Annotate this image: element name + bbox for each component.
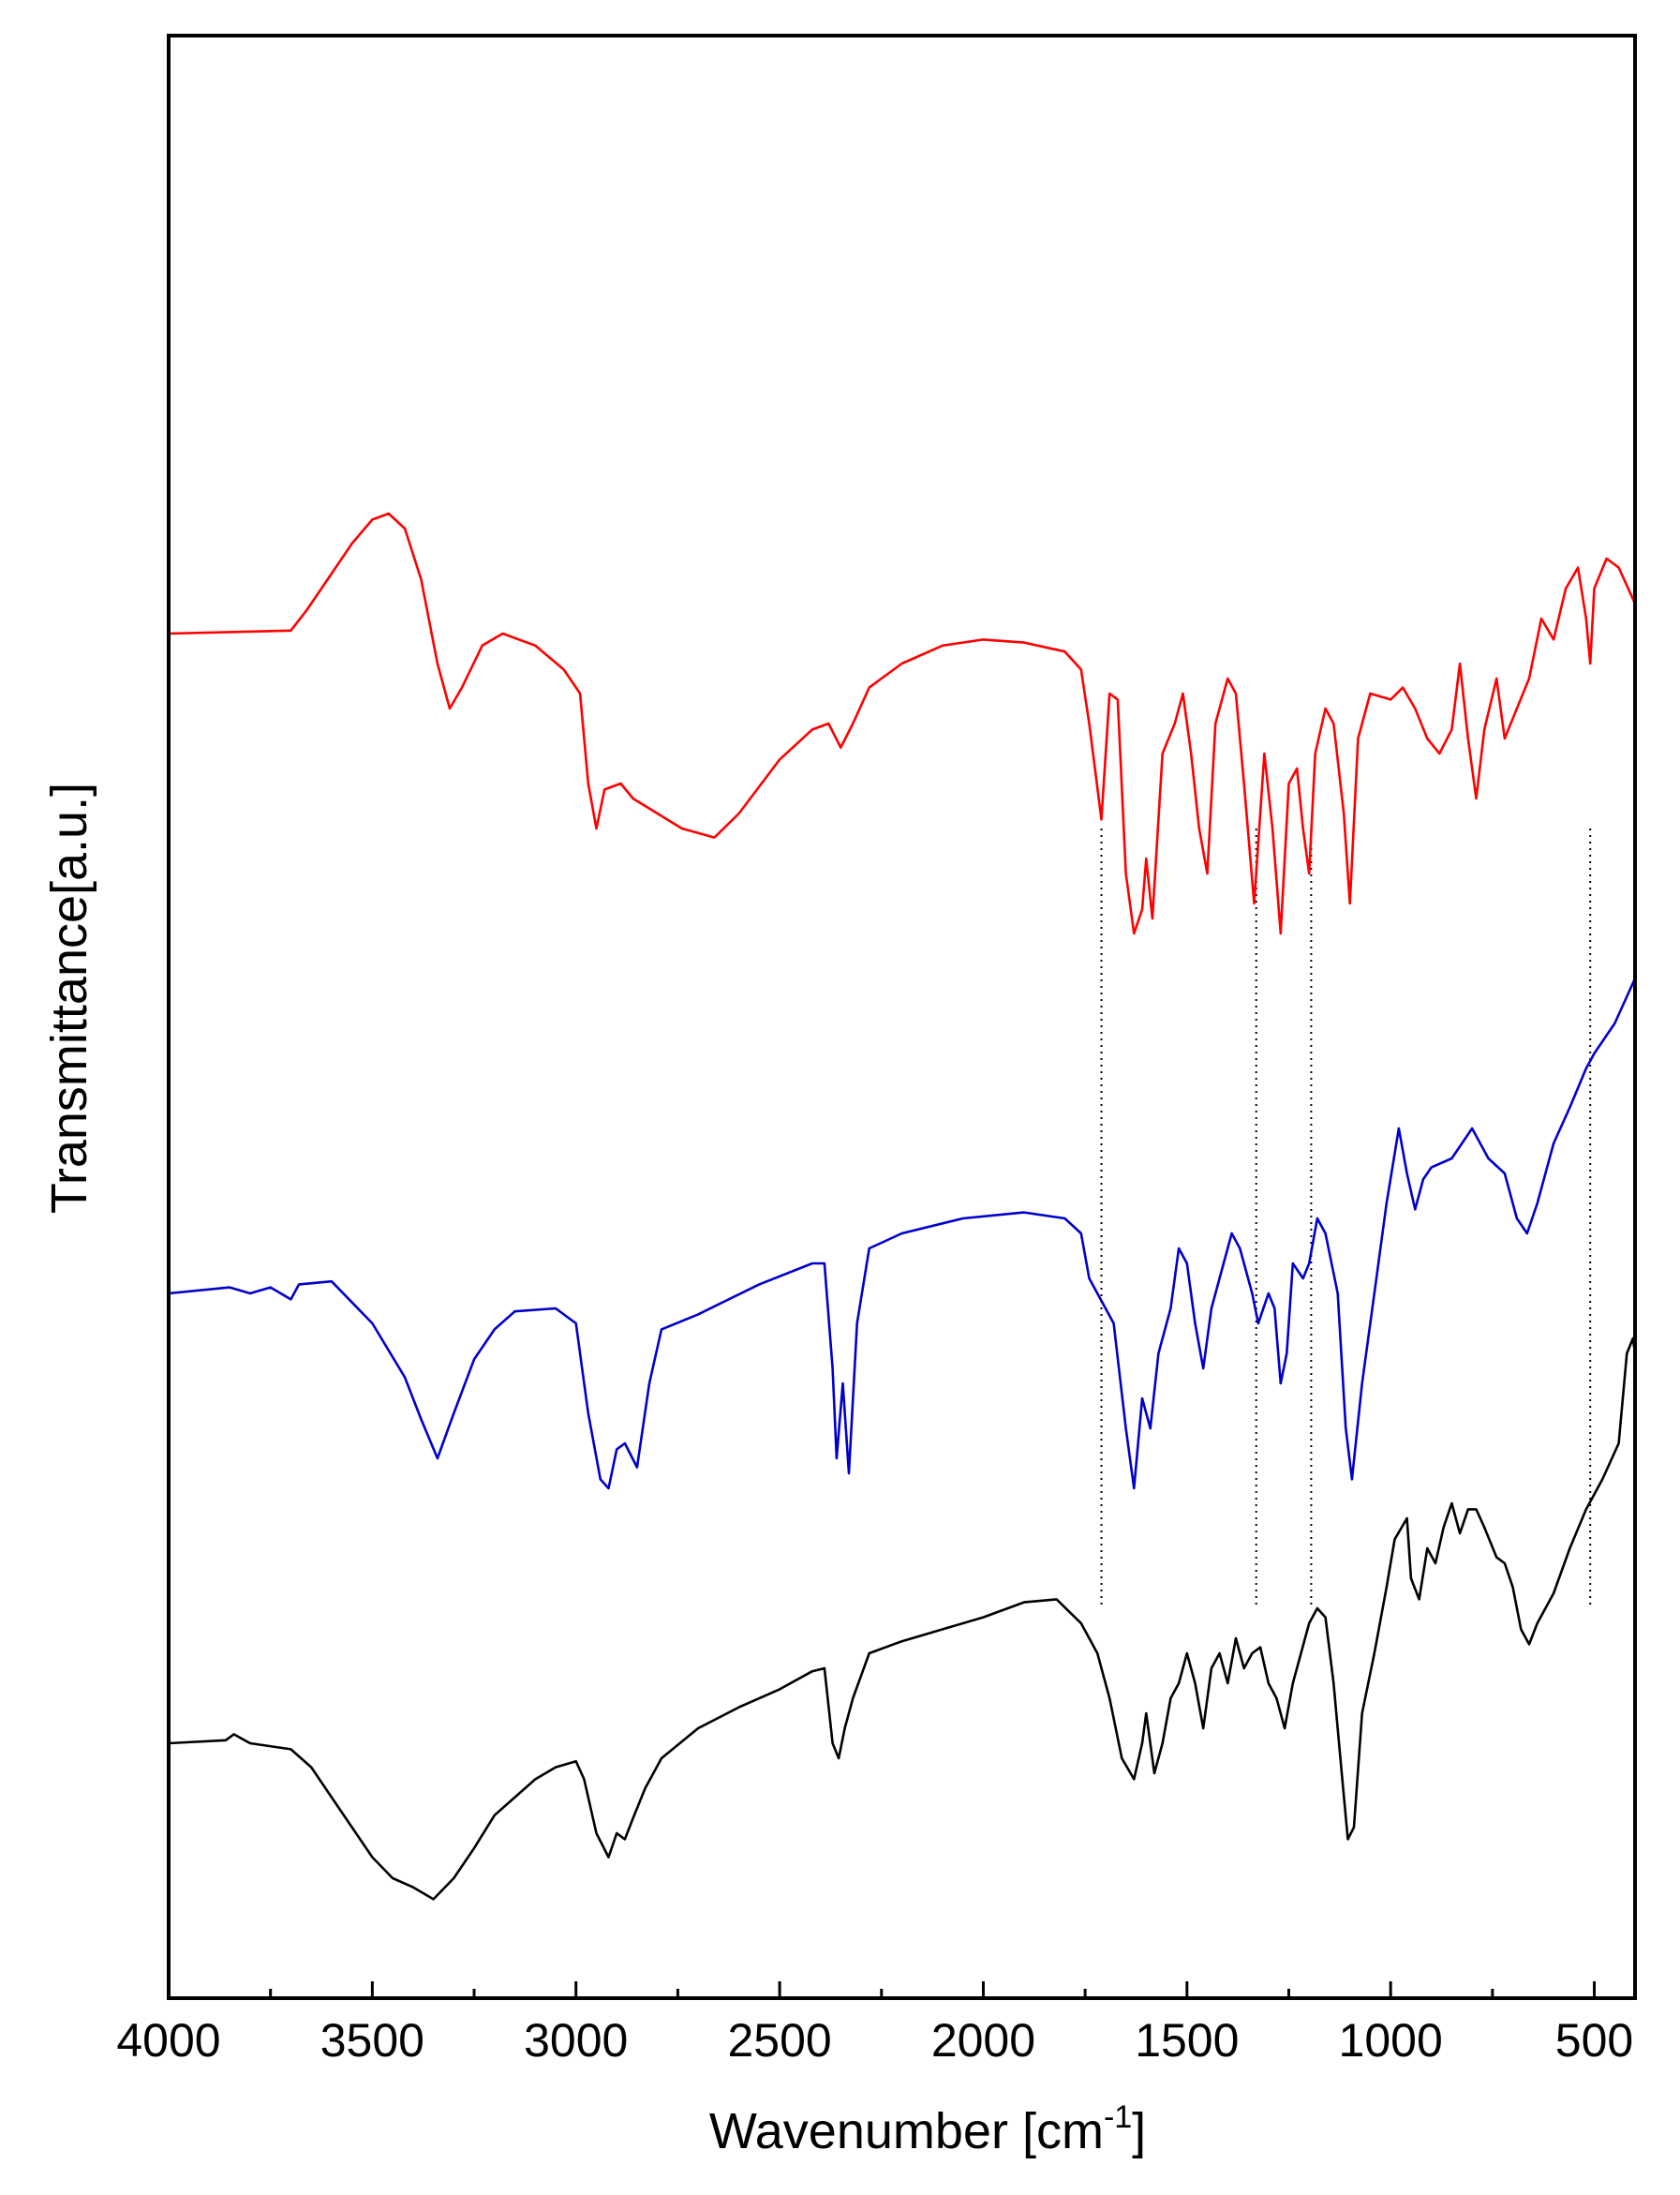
x-axis: 4000 3500 3000 2500 2000 1500 1000 500 [116, 1981, 1633, 2067]
x-axis-title: Wavenumber [cm-1] [709, 2099, 1146, 2159]
x-tick-label: 2000 [931, 2014, 1035, 2067]
spectrum-line-1 [168, 512, 1637, 935]
x-tick-label: 1000 [1339, 2014, 1443, 2067]
spectrum-line-3 [168, 1336, 1637, 1901]
x-tick-label: 3500 [320, 2014, 424, 2067]
x-tick-label: 4000 [116, 2014, 220, 2067]
x-axis-title-text: Wavenumber [cm [709, 2103, 1104, 2159]
x-tick-label: 1500 [1135, 2014, 1239, 2067]
x-tick-label: 3000 [524, 2014, 628, 2067]
spectra [168, 512, 1637, 1901]
x-axis-title-superscript: -1 [1104, 2099, 1132, 2135]
x-axis-title-close: ] [1132, 2103, 1146, 2159]
spectrum-line-2 [168, 978, 1637, 1490]
plot-frame [167, 34, 1637, 2000]
x-tick-label: 500 [1555, 2014, 1633, 2067]
x-tick-label: 2500 [727, 2014, 831, 2067]
y-axis-title: Transmittance[a.u.] [41, 783, 97, 1214]
reference-lines [1100, 829, 1592, 1608]
